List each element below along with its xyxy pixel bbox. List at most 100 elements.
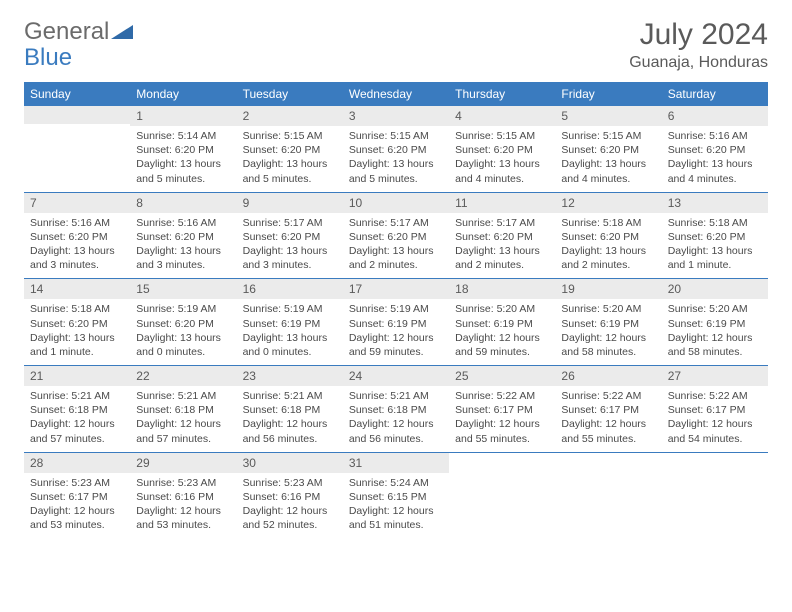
day-cell: 18Sunrise: 5:20 AMSunset: 6:19 PMDayligh… <box>449 279 555 365</box>
sunrise-text: Sunrise: 5:15 AM <box>349 129 443 143</box>
daylight-text: Daylight: 13 hours and 0 minutes. <box>243 331 337 359</box>
day-data: Sunrise: 5:20 AMSunset: 6:19 PMDaylight:… <box>449 299 555 365</box>
day-number: 26 <box>555 366 661 386</box>
sunset-text: Sunset: 6:20 PM <box>136 230 230 244</box>
day-number: 11 <box>449 193 555 213</box>
daylight-text: Daylight: 13 hours and 3 minutes. <box>30 244 124 272</box>
day-number: 15 <box>130 279 236 299</box>
sunset-text: Sunset: 6:17 PM <box>455 403 549 417</box>
day-data: Sunrise: 5:21 AMSunset: 6:18 PMDaylight:… <box>343 386 449 452</box>
day-data: Sunrise: 5:21 AMSunset: 6:18 PMDaylight:… <box>237 386 343 452</box>
day-data: Sunrise: 5:19 AMSunset: 6:19 PMDaylight:… <box>237 299 343 365</box>
day-cell <box>449 453 555 539</box>
sunset-text: Sunset: 6:20 PM <box>455 143 549 157</box>
daylight-text: Daylight: 12 hours and 56 minutes. <box>243 417 337 445</box>
day-cell <box>555 453 661 539</box>
daylight-text: Daylight: 13 hours and 2 minutes. <box>455 244 549 272</box>
sunset-text: Sunset: 6:19 PM <box>349 317 443 331</box>
calendar-page: General July 2024 Guanaja, Honduras Blue… <box>0 0 792 556</box>
day-cell: 3Sunrise: 5:15 AMSunset: 6:20 PMDaylight… <box>343 106 449 192</box>
sunrise-text: Sunrise: 5:16 AM <box>136 216 230 230</box>
day-data <box>555 471 661 531</box>
day-cell: 5Sunrise: 5:15 AMSunset: 6:20 PMDaylight… <box>555 106 661 192</box>
sunrise-text: Sunrise: 5:19 AM <box>349 302 443 316</box>
day-number: 9 <box>237 193 343 213</box>
day-data <box>24 124 130 184</box>
sunset-text: Sunset: 6:20 PM <box>243 143 337 157</box>
day-number: 31 <box>343 453 449 473</box>
daylight-text: Daylight: 13 hours and 5 minutes. <box>243 157 337 185</box>
day-data: Sunrise: 5:16 AMSunset: 6:20 PMDaylight:… <box>130 213 236 279</box>
daylight-text: Daylight: 12 hours and 54 minutes. <box>668 417 762 445</box>
day-number: 25 <box>449 366 555 386</box>
sunset-text: Sunset: 6:15 PM <box>349 490 443 504</box>
day-data: Sunrise: 5:20 AMSunset: 6:19 PMDaylight:… <box>662 299 768 365</box>
day-number <box>662 453 768 471</box>
day-data: Sunrise: 5:23 AMSunset: 6:16 PMDaylight:… <box>237 473 343 539</box>
sunset-text: Sunset: 6:17 PM <box>668 403 762 417</box>
daylight-text: Daylight: 13 hours and 5 minutes. <box>136 157 230 185</box>
week-row: 14Sunrise: 5:18 AMSunset: 6:20 PMDayligh… <box>24 278 768 365</box>
sunrise-text: Sunrise: 5:20 AM <box>561 302 655 316</box>
sunset-text: Sunset: 6:16 PM <box>243 490 337 504</box>
daylight-text: Daylight: 12 hours and 59 minutes. <box>455 331 549 359</box>
day-cell: 26Sunrise: 5:22 AMSunset: 6:17 PMDayligh… <box>555 366 661 452</box>
day-cell <box>24 106 130 192</box>
day-number: 8 <box>130 193 236 213</box>
day-data: Sunrise: 5:18 AMSunset: 6:20 PMDaylight:… <box>662 213 768 279</box>
sunset-text: Sunset: 6:20 PM <box>243 230 337 244</box>
day-data: Sunrise: 5:22 AMSunset: 6:17 PMDaylight:… <box>662 386 768 452</box>
day-cell: 12Sunrise: 5:18 AMSunset: 6:20 PMDayligh… <box>555 193 661 279</box>
sunrise-text: Sunrise: 5:19 AM <box>136 302 230 316</box>
day-data: Sunrise: 5:23 AMSunset: 6:16 PMDaylight:… <box>130 473 236 539</box>
sunrise-text: Sunrise: 5:22 AM <box>668 389 762 403</box>
day-cell: 15Sunrise: 5:19 AMSunset: 6:20 PMDayligh… <box>130 279 236 365</box>
day-data: Sunrise: 5:18 AMSunset: 6:20 PMDaylight:… <box>555 213 661 279</box>
sunset-text: Sunset: 6:20 PM <box>30 230 124 244</box>
day-data <box>449 471 555 531</box>
sunset-text: Sunset: 6:20 PM <box>668 230 762 244</box>
day-data: Sunrise: 5:15 AMSunset: 6:20 PMDaylight:… <box>237 126 343 192</box>
day-data: Sunrise: 5:22 AMSunset: 6:17 PMDaylight:… <box>555 386 661 452</box>
day-number: 23 <box>237 366 343 386</box>
title-block: July 2024 Guanaja, Honduras <box>629 18 768 72</box>
weekday-wednesday: Wednesday <box>343 82 449 106</box>
sunset-text: Sunset: 6:20 PM <box>561 230 655 244</box>
day-number: 5 <box>555 106 661 126</box>
sunrise-text: Sunrise: 5:21 AM <box>349 389 443 403</box>
day-number: 13 <box>662 193 768 213</box>
daylight-text: Daylight: 13 hours and 4 minutes. <box>561 157 655 185</box>
daylight-text: Daylight: 13 hours and 3 minutes. <box>136 244 230 272</box>
day-number: 6 <box>662 106 768 126</box>
day-cell: 1Sunrise: 5:14 AMSunset: 6:20 PMDaylight… <box>130 106 236 192</box>
sunset-text: Sunset: 6:20 PM <box>136 143 230 157</box>
day-number: 7 <box>24 193 130 213</box>
sunrise-text: Sunrise: 5:21 AM <box>30 389 124 403</box>
weekday-tuesday: Tuesday <box>237 82 343 106</box>
day-data: Sunrise: 5:15 AMSunset: 6:20 PMDaylight:… <box>555 126 661 192</box>
day-cell: 28Sunrise: 5:23 AMSunset: 6:17 PMDayligh… <box>24 453 130 539</box>
day-cell <box>662 453 768 539</box>
day-cell: 17Sunrise: 5:19 AMSunset: 6:19 PMDayligh… <box>343 279 449 365</box>
sunset-text: Sunset: 6:18 PM <box>136 403 230 417</box>
day-number: 19 <box>555 279 661 299</box>
logo-triangle-icon <box>111 23 133 39</box>
month-title: July 2024 <box>629 18 768 52</box>
day-cell: 16Sunrise: 5:19 AMSunset: 6:19 PMDayligh… <box>237 279 343 365</box>
day-number <box>449 453 555 471</box>
day-data: Sunrise: 5:19 AMSunset: 6:20 PMDaylight:… <box>130 299 236 365</box>
day-number: 14 <box>24 279 130 299</box>
sunrise-text: Sunrise: 5:15 AM <box>455 129 549 143</box>
sunrise-text: Sunrise: 5:17 AM <box>349 216 443 230</box>
day-data: Sunrise: 5:16 AMSunset: 6:20 PMDaylight:… <box>662 126 768 192</box>
sunrise-text: Sunrise: 5:15 AM <box>561 129 655 143</box>
day-cell: 10Sunrise: 5:17 AMSunset: 6:20 PMDayligh… <box>343 193 449 279</box>
day-cell: 20Sunrise: 5:20 AMSunset: 6:19 PMDayligh… <box>662 279 768 365</box>
sunset-text: Sunset: 6:19 PM <box>455 317 549 331</box>
day-number: 16 <box>237 279 343 299</box>
sunset-text: Sunset: 6:20 PM <box>668 143 762 157</box>
sunrise-text: Sunrise: 5:21 AM <box>243 389 337 403</box>
sunrise-text: Sunrise: 5:20 AM <box>455 302 549 316</box>
sunset-text: Sunset: 6:20 PM <box>349 230 443 244</box>
sunrise-text: Sunrise: 5:23 AM <box>30 476 124 490</box>
